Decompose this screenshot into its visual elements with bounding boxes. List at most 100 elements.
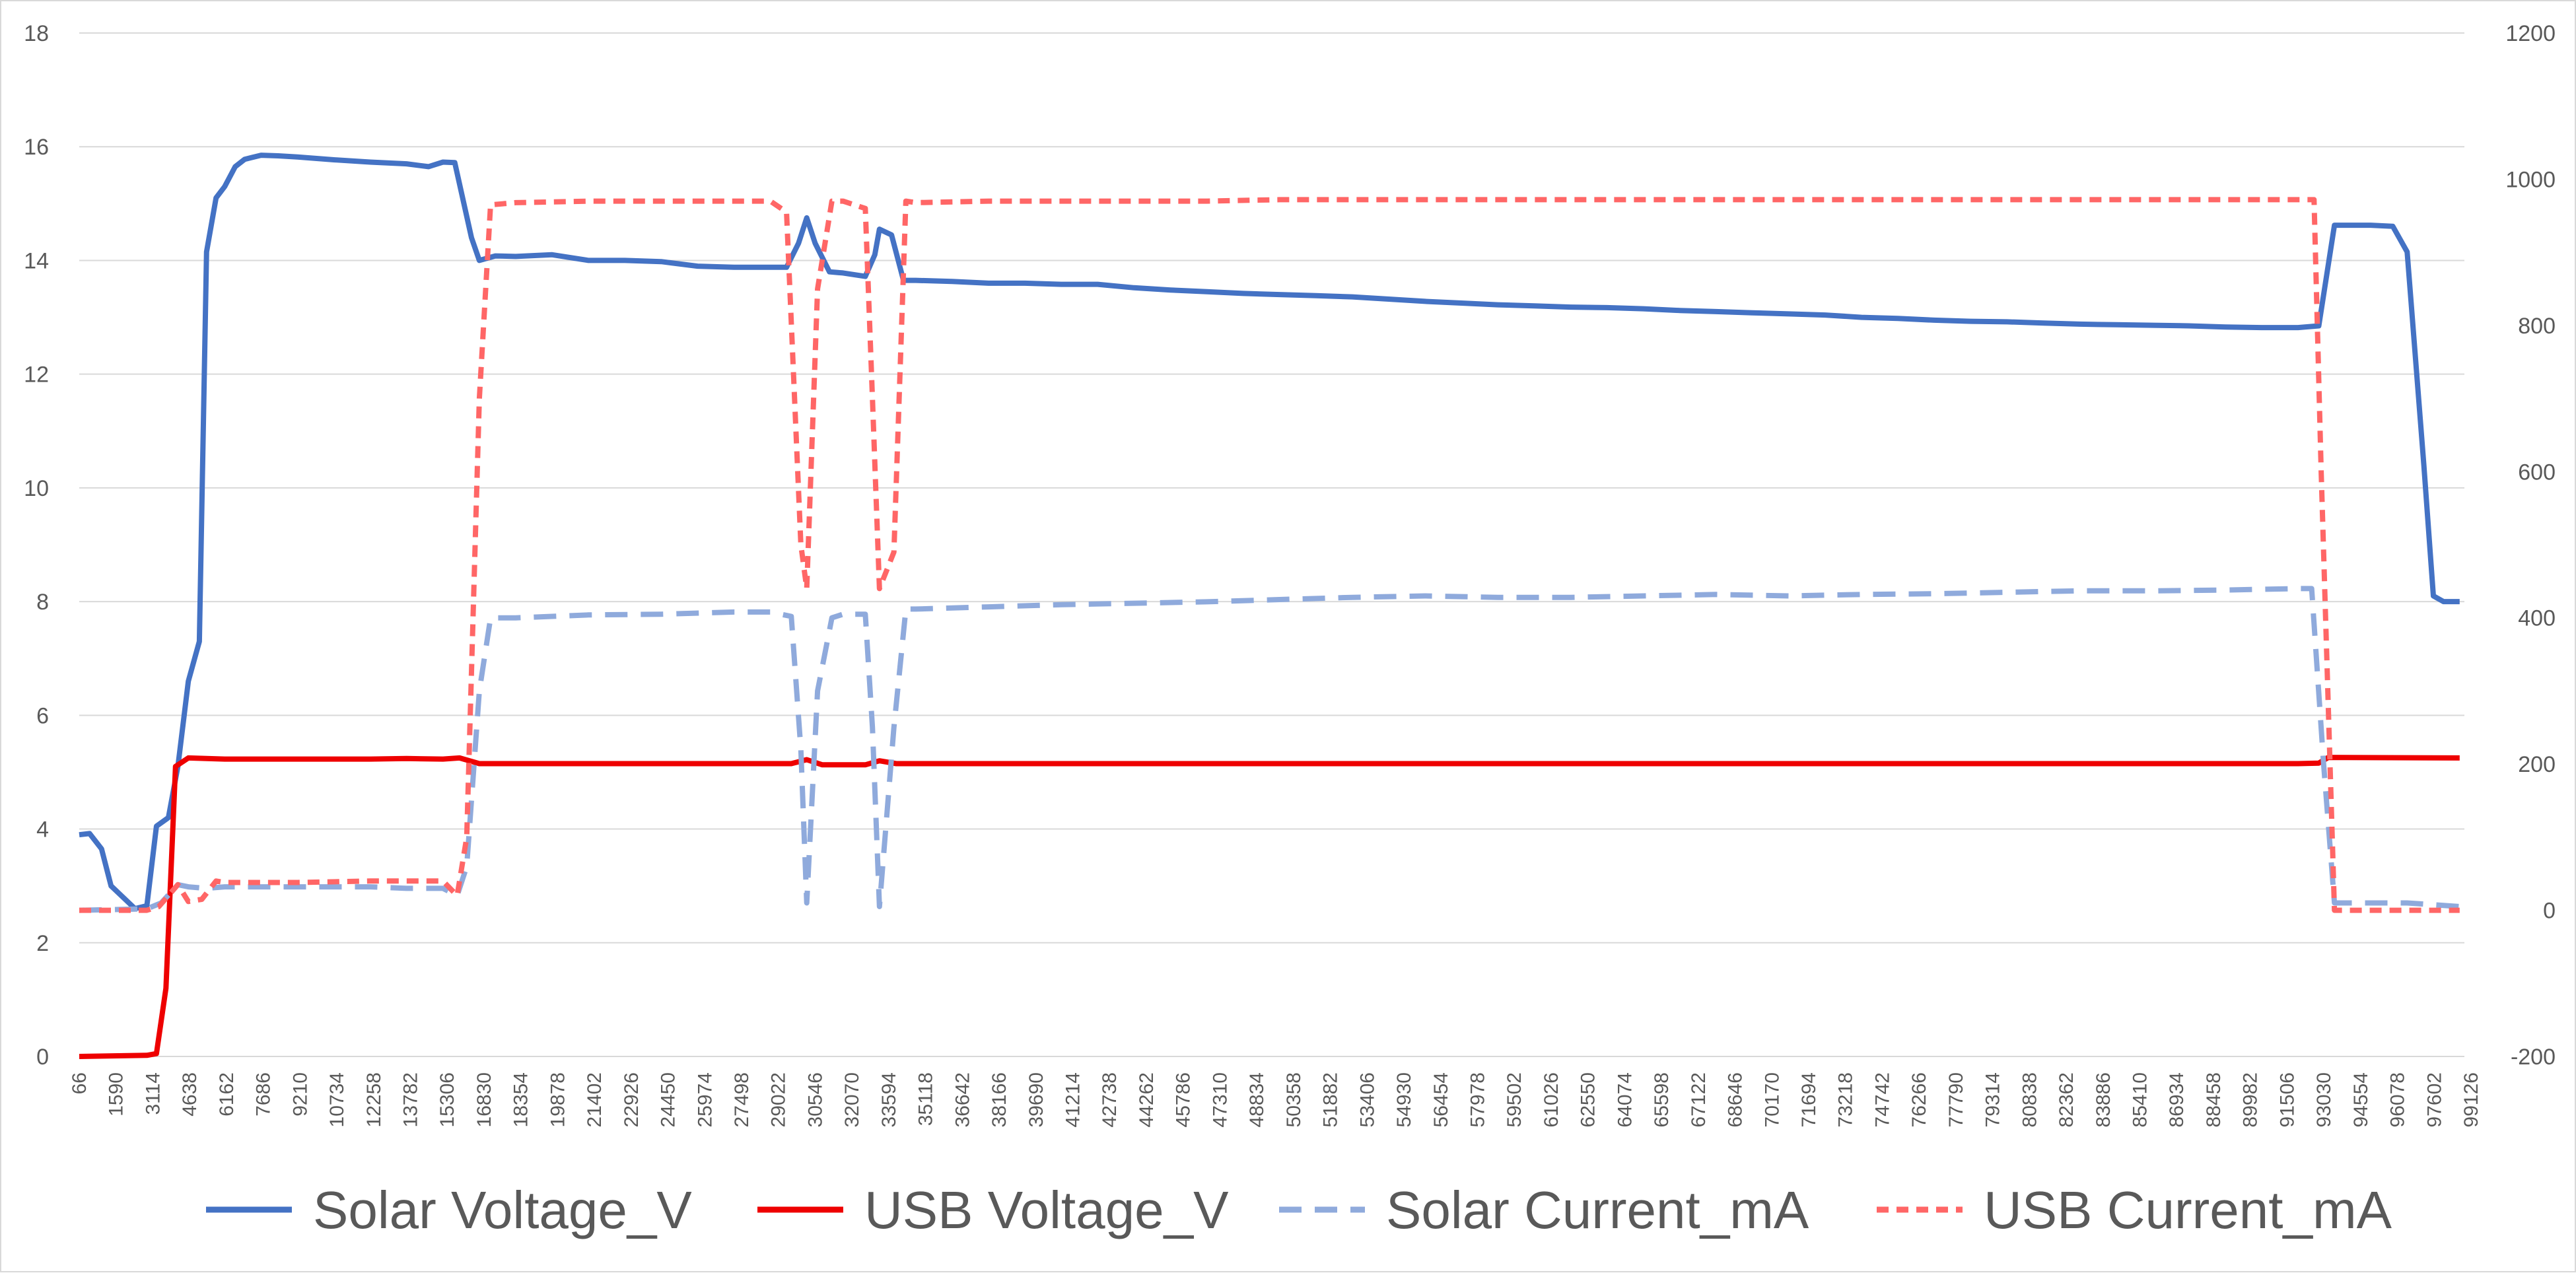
legend-label: Solar Voltage_V <box>313 1181 692 1239</box>
x-tick-label: 82362 <box>2056 1072 2077 1127</box>
series-line-solar-voltage-v <box>79 153 2460 912</box>
x-tick-label: 70170 <box>1761 1072 1783 1127</box>
right-tick-label: 0 <box>2543 899 2556 924</box>
x-tick-label: 21402 <box>584 1072 606 1127</box>
series-line-usb-voltage-v <box>79 755 2460 1059</box>
gridlines <box>79 32 2464 1057</box>
x-tick-label: 77790 <box>1945 1072 1967 1127</box>
x-tick-label: 39690 <box>1026 1072 1047 1127</box>
left-tick-label: 18 <box>24 21 49 46</box>
left-tick-label: 14 <box>24 248 49 273</box>
x-tick-label: 61026 <box>1541 1072 1562 1127</box>
x-tick-label: 79314 <box>1982 1072 2004 1127</box>
x-tick-label: 38166 <box>989 1072 1010 1127</box>
x-tick-label: 50358 <box>1283 1072 1305 1127</box>
x-tick-label: 86934 <box>2166 1072 2188 1127</box>
x-tick-label: 99126 <box>2460 1072 2482 1127</box>
x-tick-label: 56454 <box>1430 1072 1452 1127</box>
x-tick-label: 51882 <box>1320 1072 1342 1127</box>
right-tick-label: 400 <box>2518 606 2556 631</box>
x-tick-label: 53406 <box>1356 1072 1378 1127</box>
left-tick-label: 0 <box>36 1045 49 1070</box>
x-tick-label: 48834 <box>1246 1072 1268 1127</box>
x-tick-label: 30546 <box>804 1072 826 1127</box>
x-tick-label: 44262 <box>1136 1072 1158 1127</box>
x-tick-label: 9210 <box>289 1072 311 1117</box>
legend-label: USB Voltage_V <box>864 1181 1229 1239</box>
left-tick-label: 8 <box>36 590 49 615</box>
left-tick-label: 12 <box>24 362 49 388</box>
x-axis: 66 1590 3114 4638 6162 7686 9210 10734 12258 1378… <box>69 1072 2482 1127</box>
right-tick-label: 200 <box>2518 752 2556 777</box>
x-tick-label: 12258 <box>363 1072 385 1127</box>
x-tick-label: 7686 <box>253 1072 275 1117</box>
x-tick-label: 65598 <box>1651 1072 1673 1127</box>
x-tick-label: 25974 <box>694 1072 716 1127</box>
x-tick-label: 10734 <box>326 1072 348 1127</box>
x-tick-label: 94554 <box>2350 1072 2372 1127</box>
x-tick-label: 6162 <box>216 1072 238 1117</box>
x-tick-label: 27498 <box>731 1072 753 1127</box>
left-tick-label: 10 <box>24 476 49 501</box>
x-tick-label: 4638 <box>179 1072 201 1117</box>
x-tick-label: 33594 <box>878 1072 900 1127</box>
x-tick-label: 62550 <box>1578 1072 1599 1127</box>
x-tick-label: 91506 <box>2276 1072 2298 1127</box>
x-tick-label: 96078 <box>2387 1072 2409 1127</box>
x-tick-label: 76266 <box>1908 1072 1930 1127</box>
x-tick-label: 57978 <box>1467 1072 1488 1127</box>
x-tick-label: 47310 <box>1209 1072 1231 1127</box>
x-tick-label: 32070 <box>841 1072 863 1127</box>
left-tick-label: 6 <box>36 703 49 728</box>
series-lines <box>79 153 2460 1059</box>
x-tick-label: 18354 <box>510 1072 532 1127</box>
x-tick-label: 66 <box>69 1072 90 1094</box>
x-tick-label: 83886 <box>2093 1072 2114 1127</box>
x-tick-label: 42738 <box>1099 1072 1121 1127</box>
x-tick-label: 22926 <box>621 1072 643 1127</box>
left-tick-label: 2 <box>36 931 49 956</box>
x-tick-label: 85410 <box>2129 1072 2151 1127</box>
x-tick-label: 16830 <box>473 1072 495 1127</box>
series-line-solar-current-ma <box>79 586 2460 913</box>
right-y-axis: -200 0 200 400 600 800 1000 1200 <box>2505 21 2556 1070</box>
x-tick-label: 29022 <box>768 1072 790 1127</box>
left-tick-label: 4 <box>36 817 49 843</box>
right-tick-label: -200 <box>2511 1045 2556 1070</box>
x-tick-label: 74742 <box>1871 1072 1893 1127</box>
x-tick-label: 73218 <box>1835 1072 1857 1127</box>
x-tick-label: 54930 <box>1393 1072 1415 1127</box>
x-tick-label: 45786 <box>1173 1072 1195 1127</box>
series-line-usb-current-ma <box>79 197 2460 913</box>
x-tick-label: 97602 <box>2423 1072 2445 1127</box>
legend-label: Solar Current_mA <box>1386 1181 1809 1239</box>
x-tick-label: 24450 <box>658 1072 679 1127</box>
x-tick-label: 41214 <box>1062 1072 1084 1127</box>
x-tick-label: 1590 <box>106 1072 127 1117</box>
legend-label: USB Current_mA <box>1984 1181 2392 1239</box>
x-tick-label: 59502 <box>1504 1072 1525 1127</box>
x-tick-label: 80838 <box>2019 1072 2040 1127</box>
legend: Solar Voltage_V USB Voltage_V Solar Curren… <box>206 1181 2392 1239</box>
x-tick-label: 64074 <box>1614 1072 1636 1127</box>
left-tick-label: 16 <box>24 135 49 160</box>
left-y-axis: 0 2 4 6 8 10 12 14 16 18 <box>24 21 49 1070</box>
x-tick-label: 68646 <box>1725 1072 1747 1127</box>
x-tick-label: 67122 <box>1688 1072 1710 1127</box>
right-tick-label: 800 <box>2518 314 2556 339</box>
x-tick-label: 88458 <box>2203 1072 2225 1127</box>
right-tick-label: 1200 <box>2505 21 2556 46</box>
right-tick-label: 1000 <box>2505 167 2556 192</box>
x-tick-label: 93030 <box>2313 1072 2335 1127</box>
x-tick-label: 15306 <box>436 1072 458 1127</box>
x-tick-label: 19878 <box>547 1072 569 1127</box>
right-tick-label: 600 <box>2518 460 2556 485</box>
x-tick-label: 13782 <box>400 1072 422 1127</box>
x-tick-label: 36642 <box>952 1072 973 1127</box>
x-tick-label: 71694 <box>1798 1072 1820 1127</box>
x-tick-label: 89982 <box>2240 1072 2262 1127</box>
x-tick-label: 3114 <box>142 1072 164 1115</box>
x-tick-label: 35118 <box>915 1072 937 1126</box>
